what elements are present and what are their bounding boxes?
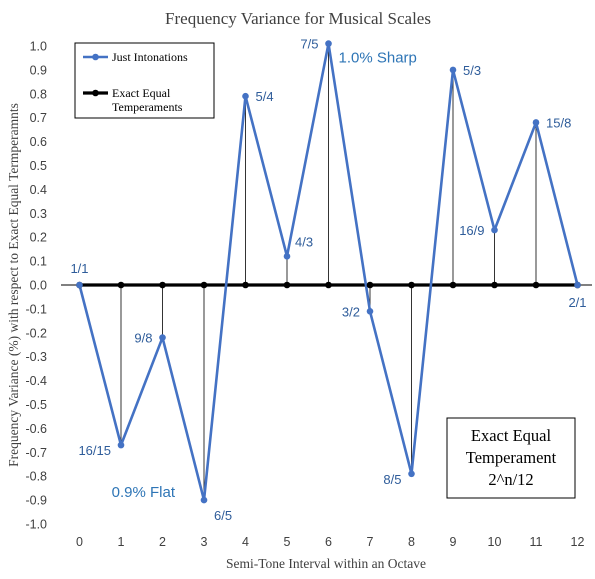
y-tick-label: -0.9 bbox=[25, 494, 47, 508]
y-tick-label: -0.5 bbox=[25, 398, 47, 412]
y-tick-label: -0.3 bbox=[25, 350, 47, 364]
y-axis-label: Frequency Variance (%) with respect to E… bbox=[6, 103, 21, 467]
point-label: 3/2 bbox=[342, 304, 360, 319]
x-tick-label: 10 bbox=[488, 535, 502, 549]
equal-temperament-point bbox=[159, 281, 166, 289]
x-tick-label: 5 bbox=[284, 535, 291, 549]
just-intonation-point bbox=[117, 441, 125, 449]
just-intonation-point bbox=[408, 470, 415, 478]
point-label: 16/15 bbox=[78, 443, 111, 458]
x-tick-label: 4 bbox=[242, 535, 249, 549]
point-label: 2/1 bbox=[568, 295, 586, 310]
y-tick-label: -0.2 bbox=[25, 326, 47, 340]
x-tick-label: 9 bbox=[450, 535, 457, 549]
x-tick-label: 2 bbox=[159, 535, 166, 549]
equal-temperament-point bbox=[532, 281, 540, 289]
point-label: 16/9 bbox=[459, 223, 484, 238]
legend-swatch-marker bbox=[92, 53, 99, 61]
equal-temperament-point bbox=[491, 281, 498, 289]
annotation-sharp: 1.0% Sharp bbox=[339, 50, 417, 67]
x-tick-label: 0 bbox=[76, 535, 83, 549]
y-tick-label: -0.1 bbox=[25, 302, 47, 316]
series-group bbox=[76, 40, 581, 504]
legend-label: Temperaments bbox=[112, 100, 183, 114]
y-tick-label: -0.4 bbox=[25, 374, 47, 388]
y-tick-label: 0.6 bbox=[30, 135, 47, 149]
x-axis-label: Semi-Tone Interval within an Octave bbox=[226, 556, 426, 571]
point-label: 7/5 bbox=[300, 37, 318, 52]
equal-temperament-point bbox=[242, 281, 249, 289]
drop-lines bbox=[120, 43, 537, 501]
y-tick-label: 0.7 bbox=[30, 111, 47, 125]
y-tick-label: 1.0 bbox=[30, 40, 47, 54]
just-intonation-point bbox=[325, 40, 332, 47]
y-tick-label: 0.5 bbox=[30, 159, 47, 173]
y-tick-label: -0.8 bbox=[25, 470, 47, 484]
annotations: 1.0% Sharp 0.9% Flat bbox=[112, 50, 417, 501]
x-tick-label: 12 bbox=[571, 535, 585, 549]
point-label: 4/3 bbox=[295, 234, 313, 249]
point-label: 5/4 bbox=[256, 89, 274, 104]
point-label: 5/3 bbox=[463, 63, 481, 78]
x-tick-label: 1 bbox=[118, 535, 125, 549]
just-intonation-point bbox=[574, 281, 581, 289]
legend-label: Just Intonations bbox=[112, 50, 188, 64]
y-tick-label: 0.1 bbox=[30, 255, 47, 269]
just-intonation-point bbox=[283, 253, 291, 260]
x-tick-label: 7 bbox=[367, 535, 374, 549]
y-tick-label: 0.9 bbox=[30, 63, 47, 77]
chart-title: Frequency Variance for Musical Scales bbox=[165, 9, 431, 28]
y-tick-label: 0.2 bbox=[30, 231, 47, 245]
equal-temperament-point bbox=[366, 281, 374, 289]
equal-temperament-point bbox=[449, 281, 457, 289]
point-label: 9/8 bbox=[134, 331, 152, 346]
equal-temperament-point bbox=[200, 281, 208, 289]
x-tick-labels: 0 1 2 3 4 5 6 7 8 9 10 11 12 bbox=[76, 535, 584, 549]
y-tick-label: 0.0 bbox=[30, 279, 47, 293]
textbox-line: 2^n/12 bbox=[488, 470, 533, 489]
just-intonation-point bbox=[449, 66, 457, 74]
just-intonation-point bbox=[491, 226, 498, 234]
textbox-frame bbox=[446, 417, 576, 499]
point-labels: 1/1 16/15 9/8 6/5 5/4 4/3 7/5 3/2 8/5 5/3 16/9 15/8… bbox=[70, 37, 586, 523]
just-intonation-point bbox=[532, 119, 540, 126]
just-intonation-point bbox=[76, 281, 83, 289]
y-tick-label: 0.4 bbox=[30, 183, 47, 197]
textbox-line: Temperament bbox=[466, 448, 557, 467]
y-tick-label: -0.6 bbox=[25, 422, 47, 436]
legend-swatch-marker bbox=[92, 89, 99, 97]
just-intonation-point bbox=[200, 496, 208, 504]
y-tick-label: -0.7 bbox=[25, 446, 47, 460]
just-intonation-point bbox=[366, 307, 374, 315]
legend-label: Exact Equal bbox=[112, 86, 171, 100]
equal-temperament-point bbox=[117, 281, 125, 289]
just-intonation-point bbox=[242, 92, 249, 100]
equal-temperament-point bbox=[283, 281, 291, 289]
point-label: 6/5 bbox=[214, 508, 232, 523]
equal-temperament-point bbox=[408, 281, 415, 289]
x-tick-label: 8 bbox=[408, 535, 415, 549]
textbox-line: Exact Equal bbox=[471, 426, 552, 445]
just-intonation-point bbox=[159, 334, 166, 341]
annotation-flat: 0.9% Flat bbox=[112, 484, 176, 501]
y-tick-labels: 1.0 0.9 0.8 0.7 0.6 0.5 0.4 0.3 0.2 0.1 0.0 -0.1 -0.… bbox=[25, 40, 47, 532]
y-tick-label: -1.0 bbox=[25, 518, 47, 532]
point-label: 8/5 bbox=[383, 472, 401, 487]
x-tick-label: 6 bbox=[325, 535, 332, 549]
point-label: 1/1 bbox=[70, 261, 88, 276]
point-label: 15/8 bbox=[546, 115, 571, 130]
y-tick-label: 0.3 bbox=[30, 207, 47, 221]
y-tick-label: 0.8 bbox=[30, 87, 47, 101]
x-tick-label: 11 bbox=[530, 535, 543, 549]
equal-temperament-point bbox=[325, 281, 332, 289]
temperament-textbox: Exact Equal Temperament 2^n/12 bbox=[446, 417, 576, 499]
x-tick-label: 3 bbox=[201, 535, 208, 549]
